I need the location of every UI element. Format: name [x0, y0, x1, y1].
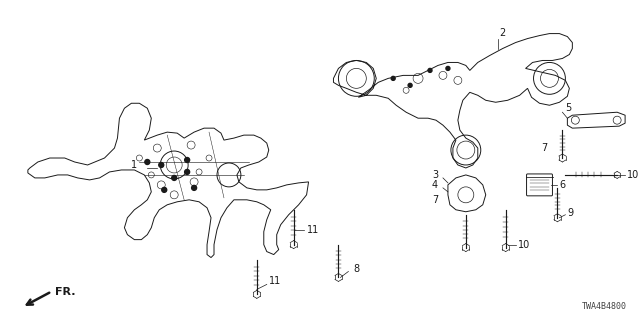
Circle shape	[185, 157, 189, 163]
Circle shape	[391, 76, 395, 80]
Circle shape	[172, 175, 177, 180]
Text: 8: 8	[353, 265, 360, 275]
Text: 10: 10	[627, 170, 639, 180]
Circle shape	[408, 83, 412, 87]
Text: 7: 7	[541, 143, 547, 153]
Circle shape	[159, 163, 164, 167]
Circle shape	[446, 67, 450, 70]
Text: TWA4B4800: TWA4B4800	[582, 302, 627, 311]
Text: 7: 7	[432, 195, 438, 205]
Circle shape	[185, 170, 189, 174]
Circle shape	[145, 159, 150, 164]
Text: 3: 3	[432, 170, 438, 180]
Text: 2: 2	[500, 28, 506, 37]
Text: 5: 5	[565, 103, 572, 113]
Text: 9: 9	[568, 208, 573, 218]
Text: 4: 4	[432, 180, 438, 190]
Text: 10: 10	[518, 240, 530, 250]
Text: FR.: FR.	[55, 287, 76, 297]
Circle shape	[428, 68, 432, 72]
Text: 1: 1	[131, 160, 138, 170]
Text: 11: 11	[307, 225, 319, 235]
Text: 6: 6	[559, 180, 566, 190]
Circle shape	[162, 188, 167, 192]
Text: 11: 11	[269, 276, 281, 286]
Circle shape	[191, 185, 196, 190]
